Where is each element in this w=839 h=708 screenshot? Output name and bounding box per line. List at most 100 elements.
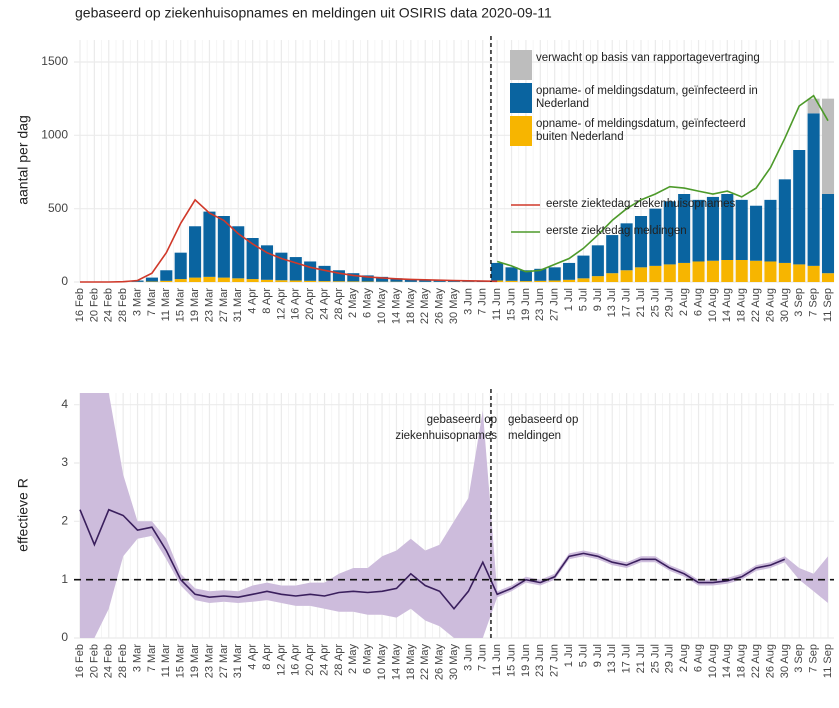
y-tick-label: 2 bbox=[61, 514, 68, 528]
x-tick-label: 11 Jun bbox=[491, 644, 503, 676]
x-tick-label: 3 Mar bbox=[131, 644, 143, 672]
x-tick-label: 16 Apr bbox=[290, 644, 302, 676]
line bbox=[80, 198, 498, 283]
bar bbox=[591, 245, 604, 277]
x-tick-label: 28 Feb bbox=[117, 288, 129, 322]
bar bbox=[663, 201, 676, 265]
x-tick-label: 19 Mar bbox=[189, 288, 201, 323]
y-tick-label: 1000 bbox=[41, 128, 68, 142]
x-tick-label: 7 Jun bbox=[477, 644, 489, 671]
bar bbox=[332, 270, 345, 282]
bar bbox=[678, 262, 691, 282]
legend-label: opname- of meldingsdatum, geïnfecteerd b… bbox=[536, 118, 746, 143]
y-tick-label: 0 bbox=[61, 630, 68, 644]
bar bbox=[793, 150, 806, 265]
bar bbox=[750, 205, 763, 261]
bar bbox=[620, 270, 633, 282]
bar bbox=[706, 260, 719, 282]
x-tick-label: 31 Mar bbox=[232, 288, 244, 323]
bar bbox=[232, 226, 245, 279]
x-tick-label: 7 Mar bbox=[146, 288, 158, 316]
bar bbox=[145, 277, 158, 282]
x-tick-label: 15 Jun bbox=[505, 288, 517, 321]
bar bbox=[534, 268, 547, 281]
x-tick-label: 3 Jun bbox=[462, 644, 474, 671]
x-tick-label: 11 Mar bbox=[160, 644, 172, 678]
x-tick-label: 28 Feb bbox=[117, 644, 129, 678]
bar bbox=[347, 281, 360, 282]
bar bbox=[563, 262, 576, 280]
x-tick-label: 30 May bbox=[448, 288, 460, 325]
x-tick-label: 12 Apr bbox=[275, 644, 287, 676]
bar bbox=[807, 265, 820, 282]
x-tick-label: 6 May bbox=[362, 644, 374, 674]
bar bbox=[217, 216, 230, 278]
bar bbox=[318, 265, 331, 282]
x-tick-label: 16 Feb bbox=[74, 288, 86, 322]
chart-title: gebaseerd op ziekenhuisopnames en meldin… bbox=[75, 5, 552, 21]
x-tick-label: 16 Feb bbox=[74, 644, 86, 678]
x-tick-label: 7 Mar bbox=[146, 644, 158, 672]
bar bbox=[289, 280, 302, 282]
bar bbox=[160, 280, 173, 282]
bar bbox=[519, 270, 532, 282]
bar bbox=[217, 277, 230, 282]
x-tick-label: 28 Apr bbox=[333, 288, 345, 320]
x-tick-label: 6 May bbox=[362, 288, 374, 318]
y-tick-label: 1500 bbox=[41, 54, 68, 68]
bar bbox=[807, 98, 820, 114]
bar bbox=[750, 260, 763, 282]
x-tick-label: 19 Mar bbox=[189, 644, 201, 679]
bar bbox=[289, 257, 302, 281]
x-tick-label: 11 Mar bbox=[160, 288, 172, 322]
x-tick-label: 10 Aug bbox=[707, 288, 719, 322]
bar bbox=[347, 273, 360, 282]
bar bbox=[534, 280, 547, 282]
legend-label: eerste ziektedag meldingen bbox=[546, 225, 687, 237]
x-tick-label: 18 Aug bbox=[736, 644, 748, 678]
bar bbox=[160, 270, 173, 281]
x-tick-label: 20 Apr bbox=[304, 288, 316, 320]
x-tick-label: 23 Mar bbox=[203, 288, 215, 323]
x-tick-label: 7 Sep bbox=[808, 644, 820, 673]
x-tick-label: 24 Apr bbox=[318, 644, 330, 676]
legend-swatch bbox=[510, 116, 532, 146]
confidence-band bbox=[80, 393, 828, 638]
bar bbox=[793, 264, 806, 282]
bar bbox=[548, 280, 561, 282]
bar bbox=[821, 194, 835, 274]
bar bbox=[304, 261, 317, 281]
bar bbox=[491, 262, 504, 281]
legend-swatch bbox=[510, 83, 532, 113]
bar bbox=[433, 280, 446, 282]
bar bbox=[678, 194, 691, 263]
bar bbox=[634, 216, 648, 268]
bar bbox=[692, 261, 705, 282]
x-tick-label: 3 Sep bbox=[793, 644, 805, 673]
bar bbox=[649, 208, 662, 266]
x-tick-label: 21 Jul bbox=[635, 288, 647, 317]
x-tick-label: 10 Aug bbox=[707, 644, 719, 678]
x-tick-label: 8 Apr bbox=[261, 288, 273, 314]
x-tick-label: 15 Mar bbox=[175, 288, 187, 323]
y-axis-label: aantal per dag bbox=[15, 115, 31, 205]
x-tick-label: 3 Jun bbox=[462, 288, 474, 315]
y-tick-label: 0 bbox=[61, 274, 68, 288]
bar bbox=[505, 267, 518, 281]
bar bbox=[246, 279, 259, 282]
x-tick-label: 18 Aug bbox=[736, 288, 748, 322]
x-tick-label: 10 May bbox=[376, 288, 388, 325]
bar bbox=[332, 281, 345, 282]
bar bbox=[361, 275, 374, 282]
x-tick-label: 4 Apr bbox=[247, 288, 259, 314]
bar bbox=[189, 226, 202, 278]
bar bbox=[649, 265, 662, 282]
bar bbox=[778, 179, 791, 263]
x-tick-label: 30 Aug bbox=[779, 644, 791, 678]
x-tick-label: 28 Apr bbox=[333, 644, 345, 676]
x-tick-label: 15 Jun bbox=[505, 644, 517, 677]
x-tick-label: 16 Apr bbox=[290, 288, 302, 320]
x-tick-label: 29 Jul bbox=[664, 644, 676, 673]
